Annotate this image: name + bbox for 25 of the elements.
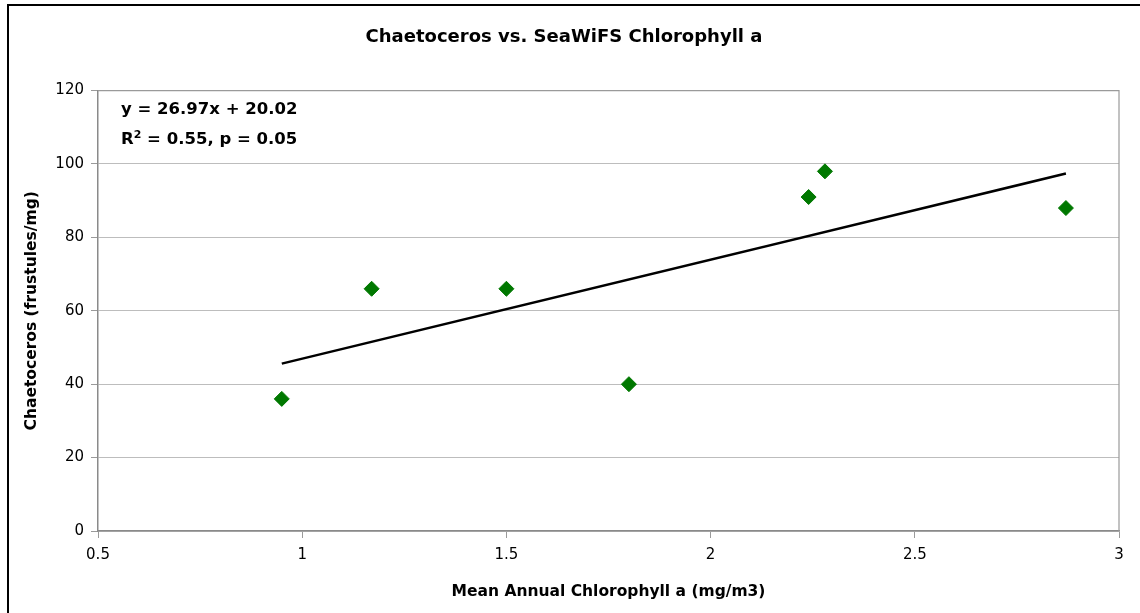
y-tick-label: 60: [64, 300, 84, 319]
x-tick-label: 2.5: [902, 544, 927, 563]
y-tick-label: 100: [55, 153, 84, 172]
x-tick-label: 2: [705, 544, 716, 563]
annotation: R$^{2}$ = 0.55, p = 0.05: [121, 127, 298, 149]
chart-title: Chaetoceros vs. SeaWiFS Chlorophyll a: [365, 25, 763, 47]
y-tick-label: 120: [55, 80, 84, 99]
x-tick-label: 1: [297, 544, 307, 563]
y-tick-label: 0: [74, 520, 84, 539]
point: [498, 280, 515, 297]
point: [363, 280, 380, 297]
annotation: y = 26.97x + 20.02: [121, 98, 298, 119]
x-tick-label: 0.5: [86, 544, 110, 563]
point: [1057, 200, 1074, 217]
point: [273, 390, 290, 407]
x-axis-title: Mean Annual Chlorophyll a (mg/m3): [451, 581, 766, 600]
point: [620, 376, 637, 393]
y-tick-label: 20: [64, 447, 84, 466]
point: [816, 163, 833, 180]
x-tick-label: 1.5: [494, 544, 519, 563]
y-tick-label: 80: [64, 227, 84, 246]
x-tick-label: 3: [1114, 544, 1124, 563]
y-axis-title: Chaetoceros (frustules/mg): [22, 191, 41, 431]
point: [800, 189, 817, 206]
y-tick-label: 40: [64, 374, 84, 393]
